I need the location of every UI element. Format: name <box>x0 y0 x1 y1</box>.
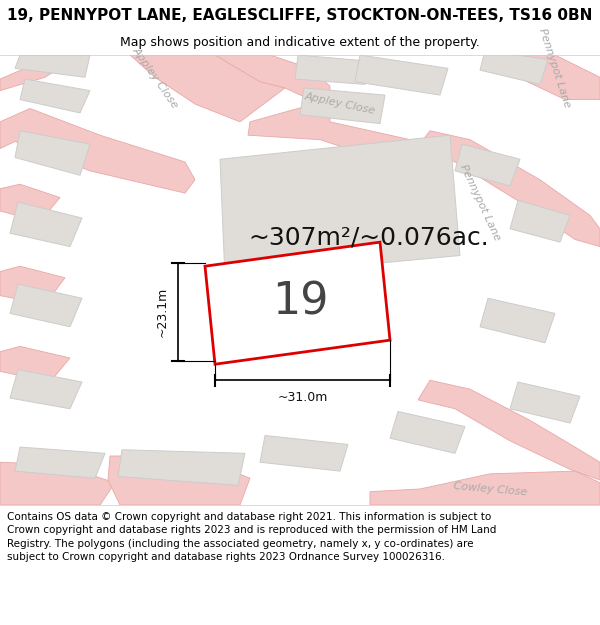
Polygon shape <box>108 456 250 505</box>
Text: ~23.1m: ~23.1m <box>156 286 169 337</box>
Text: Map shows position and indicative extent of the property.: Map shows position and indicative extent… <box>120 36 480 49</box>
Polygon shape <box>370 471 600 505</box>
Polygon shape <box>20 79 90 113</box>
Polygon shape <box>480 51 548 84</box>
Polygon shape <box>15 131 90 175</box>
Polygon shape <box>415 131 600 247</box>
Text: Cowley Close: Cowley Close <box>453 481 527 497</box>
Polygon shape <box>0 109 195 193</box>
Polygon shape <box>15 447 105 478</box>
Polygon shape <box>0 184 60 222</box>
Polygon shape <box>0 462 115 505</box>
Polygon shape <box>0 266 65 304</box>
Polygon shape <box>0 346 70 382</box>
Polygon shape <box>390 411 465 453</box>
Text: Contains OS data © Crown copyright and database right 2021. This information is : Contains OS data © Crown copyright and d… <box>7 512 497 562</box>
Polygon shape <box>300 88 385 124</box>
Text: Pennypot Lane: Pennypot Lane <box>538 28 572 109</box>
Polygon shape <box>10 202 82 247</box>
Polygon shape <box>118 450 245 486</box>
Text: Appley Close: Appley Close <box>130 45 180 110</box>
Text: Appley Close: Appley Close <box>304 92 376 116</box>
Polygon shape <box>510 200 570 242</box>
Text: 19, PENNYPOT LANE, EAGLESCLIFFE, STOCKTON-ON-TEES, TS16 0BN: 19, PENNYPOT LANE, EAGLESCLIFFE, STOCKTO… <box>7 8 593 23</box>
Polygon shape <box>130 55 285 122</box>
Text: Pennypot Lane: Pennypot Lane <box>458 162 502 242</box>
Polygon shape <box>418 380 600 480</box>
Polygon shape <box>295 55 370 84</box>
Text: ~31.0m: ~31.0m <box>277 391 328 404</box>
Polygon shape <box>260 436 348 471</box>
Polygon shape <box>15 55 90 78</box>
Polygon shape <box>248 99 440 168</box>
Polygon shape <box>10 369 82 409</box>
Polygon shape <box>10 284 82 327</box>
Polygon shape <box>0 55 80 91</box>
Polygon shape <box>455 144 520 186</box>
Polygon shape <box>355 55 448 95</box>
Polygon shape <box>205 242 390 364</box>
Polygon shape <box>500 55 600 99</box>
Polygon shape <box>200 55 330 99</box>
Text: ~307m²/~0.076ac.: ~307m²/~0.076ac. <box>248 226 489 249</box>
Polygon shape <box>480 298 555 343</box>
Polygon shape <box>510 382 580 423</box>
Polygon shape <box>220 135 460 278</box>
Text: 19: 19 <box>272 281 328 323</box>
